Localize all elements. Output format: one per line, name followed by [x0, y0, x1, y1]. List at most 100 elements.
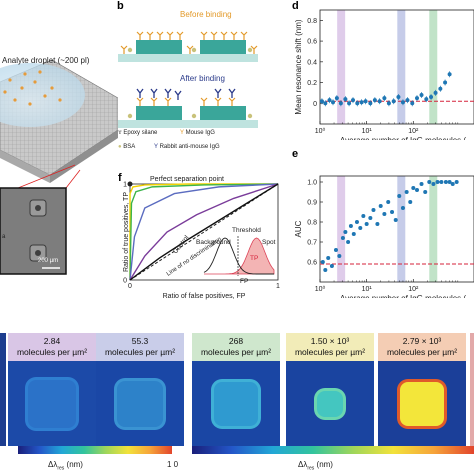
x-axis-label: Ratio of false positives, FP [163, 293, 246, 300]
data-point [419, 182, 424, 186]
data-point [382, 96, 387, 101]
data-point [400, 100, 405, 105]
before-binding-label: Before binding [180, 10, 232, 19]
data-point [386, 101, 391, 106]
fp-label: FP [240, 278, 248, 285]
y-tick-label: 0.6 [307, 260, 317, 267]
sensor-spot [28, 379, 76, 428]
side-letter: a [2, 234, 6, 240]
data-point [329, 264, 334, 268]
data-point [447, 180, 452, 184]
data-point [319, 99, 324, 104]
data-point [435, 180, 440, 184]
highlight-band [429, 10, 438, 124]
threshold-label: Threshold [232, 227, 261, 234]
data-point [433, 90, 438, 95]
tile-header: 268 molecules per µm² [192, 333, 280, 361]
tp-label: TP [250, 255, 258, 262]
bsa-icon: ● [118, 144, 122, 150]
data-point [411, 186, 416, 190]
x-tick-label: 10¹ [362, 286, 373, 293]
x-axis-label: Average number of IgG molecules ( [340, 136, 466, 140]
data-point [337, 254, 342, 258]
data-point [347, 101, 352, 106]
data-point [327, 98, 332, 103]
partial-tile-right [470, 333, 474, 446]
data-point [454, 180, 459, 184]
tile-header: 1.50 × 10³ molecules per µm² [286, 333, 374, 361]
data-point [393, 218, 398, 222]
y-tick-label: 0.6 [307, 39, 317, 46]
data-point [343, 230, 348, 234]
colorbar-sub: res [307, 465, 315, 472]
data-point [359, 100, 364, 105]
data-point [331, 100, 336, 105]
tile-value: 55.3 [131, 336, 149, 346]
data-point [429, 95, 434, 100]
data-point [326, 256, 331, 260]
perfect-point-marker [127, 181, 133, 187]
data-point [343, 97, 348, 102]
tile-value: 1.50 × 10³ [310, 336, 350, 346]
roc-curve [129, 183, 279, 281]
data-point [351, 232, 356, 236]
analyte-droplet [0, 63, 85, 127]
tile-unit: molecules per µm² [294, 347, 366, 357]
concentration-tile: 2.84 molecules per µm² [8, 333, 96, 446]
data-point [450, 182, 455, 186]
tile-unit: molecules per µm² [16, 347, 88, 357]
legend-item: Y Mouse IgG [180, 130, 215, 136]
y-tick-label: 0.9 [307, 200, 317, 207]
data-point [447, 72, 452, 77]
sensor-after [118, 88, 258, 128]
y-axis-label: Ratio of true positives, TP [123, 192, 130, 272]
data-point [368, 101, 373, 106]
mouse-igg-icon: Y [180, 130, 184, 136]
legend-label: Epoxy silane [123, 130, 158, 136]
tile-value: 2.79 × 10³ [402, 336, 442, 346]
y-tick-label: 0.7 [307, 240, 317, 247]
data-point [372, 98, 377, 103]
sensor-before [118, 31, 258, 62]
colorbar-label-right: Δλres (nm) [298, 460, 333, 472]
data-point [368, 216, 373, 220]
chart-d: 0 0.2 0.4 0.6 0.8 10⁰ 10¹ 10²Average number of … [294, 9, 474, 140]
scale-bar-label: 200 µm [38, 258, 59, 264]
data-point [404, 190, 409, 194]
panel-e-letter: e [292, 148, 299, 160]
data-point [348, 224, 353, 228]
data-point [414, 188, 419, 192]
y-tick-label: 1.0 [307, 180, 317, 187]
colorbar-right [192, 446, 474, 454]
colorbar-sub: res [57, 465, 65, 472]
data-point [419, 92, 424, 97]
tile-unit: molecules per µm² [200, 347, 272, 357]
roc-curve [129, 183, 279, 281]
resonance-image [378, 361, 466, 446]
data-point [431, 182, 436, 186]
colorbar-end-value: 1 0 [167, 460, 179, 469]
x-tick-label: 10² [408, 286, 419, 293]
panel-b-letter: b [117, 0, 124, 12]
chart-f: 0 1 0 1 Ratio of false positives, FP Ratio of… [123, 176, 280, 300]
roc-curve [129, 183, 278, 280]
y-tick-label: 0.2 [307, 80, 317, 87]
legend-label: BSA [123, 144, 136, 150]
roc-curve [129, 183, 279, 281]
x-tick-label: 1 [276, 283, 280, 290]
y-axis-label: Mean resonance shift (nm) [294, 19, 303, 114]
background-label: Background [196, 239, 231, 246]
resonance-image [286, 361, 374, 446]
y-tick-label: 0 [123, 278, 127, 285]
data-point [438, 86, 443, 91]
data-point [323, 101, 328, 106]
data-point [354, 220, 359, 224]
legend-label: Mouse IgG [185, 130, 215, 136]
y-tick-label: 1 [123, 182, 127, 189]
data-point [363, 99, 368, 104]
data-point [333, 248, 338, 252]
data-point [351, 98, 356, 103]
spot-label: Spot [262, 239, 276, 246]
chip-illustration [0, 59, 119, 275]
tile-header: 2.79 × 10³ molecules per µm² [378, 333, 466, 361]
